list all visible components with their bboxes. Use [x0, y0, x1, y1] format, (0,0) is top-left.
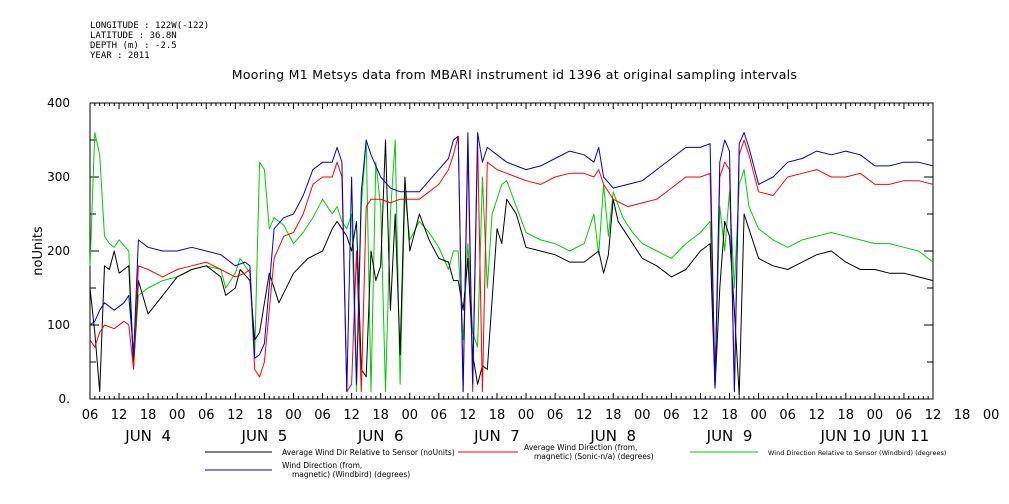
- x-tick-label: 00: [750, 408, 767, 423]
- axis-ticks: [89, 102, 934, 400]
- longitude-label: LONGITUDE : 122W(-122): [90, 21, 210, 31]
- legend-label: Average Wind Dir Relative to Sensor (noU…: [282, 448, 455, 457]
- x-tick-label: 12: [925, 408, 942, 423]
- y-tick-label: 300: [47, 170, 70, 184]
- x-tick-label: 06: [314, 408, 331, 423]
- x-tick-label: 06: [547, 408, 564, 423]
- x-tick-label: 12: [111, 408, 128, 423]
- x-tick-label: 18: [256, 408, 273, 423]
- x-tick-label: 18: [140, 408, 157, 423]
- x-tick-label: 06: [431, 408, 448, 423]
- x-tick-label: 18: [838, 408, 855, 423]
- x-tick-label: 06: [779, 408, 796, 423]
- series-line: [89, 135, 934, 393]
- y-tick-label: 100: [47, 318, 70, 332]
- series-group: [89, 132, 934, 396]
- x-tick-label: 12: [460, 408, 477, 423]
- x-tick-label: 12: [692, 408, 709, 423]
- y-tick-label: 0.: [59, 392, 70, 406]
- series-line: [89, 132, 934, 393]
- x-tick-label: 18: [721, 408, 738, 423]
- x-tick-label: 00: [401, 408, 418, 423]
- x-day-label: JUN 11: [878, 427, 929, 445]
- legend-label: Wind Direction (from, magnetic) (Windbird…: [282, 461, 410, 479]
- latitude-label: LATITUDE : 36.8N: [90, 31, 177, 41]
- series-line: [89, 139, 934, 396]
- x-day-label: JUN 4: [124, 427, 171, 445]
- legend-label-line: magnetic) (Windbird) (degrees): [292, 470, 410, 479]
- x-tick-label: 12: [576, 408, 593, 423]
- axis-labels: 0. 100 200 300 400 noUnits 06 12 18 00 06 12 18 00 06 1…: [31, 96, 1000, 445]
- x-tick-label: 00: [169, 408, 186, 423]
- x-day-label: JUN 8: [589, 427, 636, 445]
- x-tick-label: 00: [983, 408, 1000, 423]
- y-tick-label: 200: [47, 244, 70, 258]
- legend-label: Average Wind Direction (from, magnetic) (…: [524, 443, 654, 461]
- x-tick-label: 12: [343, 408, 360, 423]
- x-tick-label: 18: [489, 408, 506, 423]
- legend-label-line: magnetic) (Sonic-n/a) (degrees): [534, 452, 654, 461]
- x-tick-label: 00: [285, 408, 302, 423]
- x-day-label: JUN 9: [706, 427, 753, 445]
- x-tick-label: 18: [954, 408, 971, 423]
- plot-frame: [89, 102, 934, 400]
- x-day-label: JUN 7: [473, 427, 520, 445]
- chart-title: Mooring M1 Metsys data from MBARI instru…: [231, 67, 798, 82]
- x-tick-label: 06: [896, 408, 913, 423]
- metadata-block: LONGITUDE : 122W(-122) LATITUDE : 36.8N …: [90, 21, 209, 61]
- x-tick-label: 00: [634, 408, 651, 423]
- x-tick-label: 06: [663, 408, 680, 423]
- year-label: YEAR : 2011: [90, 51, 150, 61]
- legend-label-line: Average Wind Direction (from,: [524, 443, 637, 452]
- x-tick-label: 06: [82, 408, 99, 423]
- x-tick-label: 00: [518, 408, 535, 423]
- x-tick-label: 18: [605, 408, 622, 423]
- legend-label-line: Wind Direction (from,: [282, 461, 362, 470]
- x-tick-label: 12: [227, 408, 244, 423]
- legend: Average Wind Dir Relative to Sensor (noU…: [205, 443, 946, 479]
- y-axis-label: noUnits: [31, 226, 46, 276]
- x-tick-label: 18: [372, 408, 389, 423]
- x-day-label: JUN 6: [357, 427, 404, 445]
- depth-label: DEPTH (m) : -2.5: [90, 41, 177, 51]
- x-tick-label: 00: [867, 408, 884, 423]
- y-tick-label: 400: [47, 96, 70, 110]
- x-tick-label: 06: [198, 408, 215, 423]
- legend-label: Wind Direction Relative to Sensor (Windb…: [768, 449, 946, 457]
- x-tick-label: 12: [808, 408, 825, 423]
- x-day-label: JUN 5: [241, 427, 288, 445]
- x-day-label: JUN 10: [820, 427, 871, 445]
- series-line: [89, 132, 934, 393]
